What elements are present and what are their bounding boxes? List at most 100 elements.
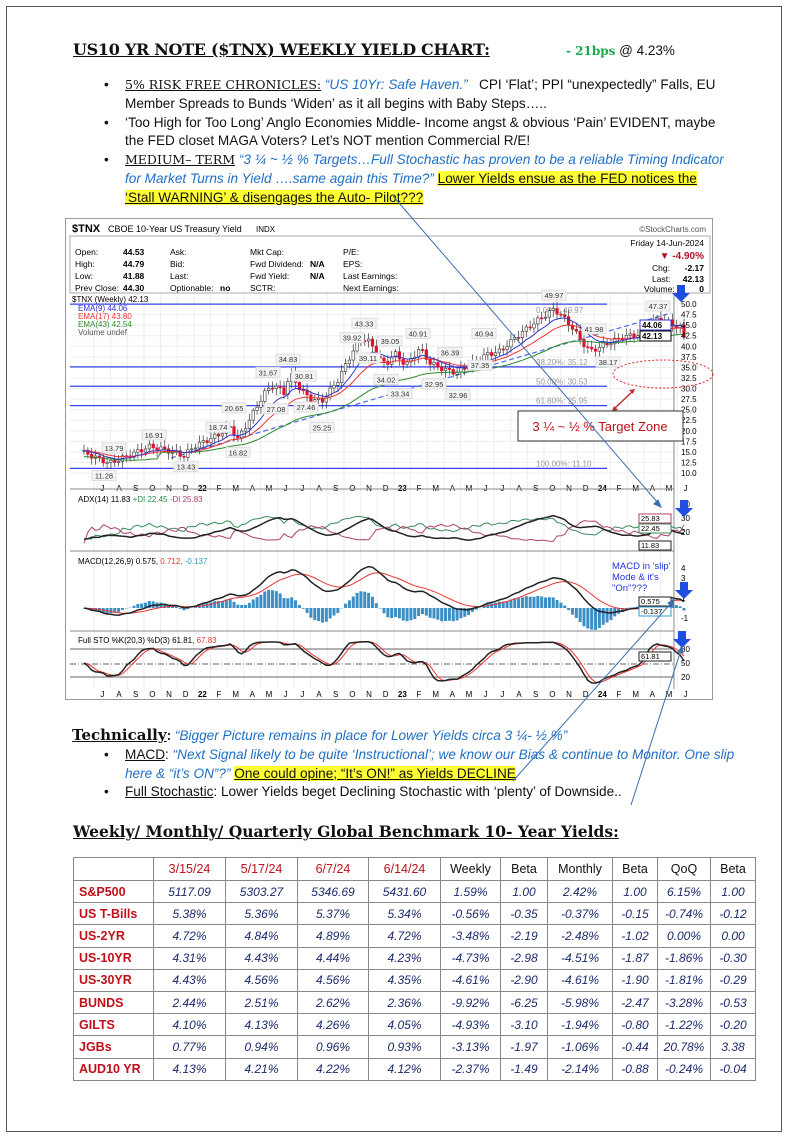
table-cell: 5346.69 bbox=[297, 879, 369, 904]
table-cell: 2.44% bbox=[153, 990, 226, 1015]
macd-tick: 4 bbox=[681, 564, 686, 573]
peak-label: 34.83 bbox=[279, 355, 298, 364]
label-sctr: SCTR: bbox=[250, 283, 276, 293]
peak-label: 16.91 bbox=[145, 431, 164, 440]
price-tags: 44.06 42.13 bbox=[639, 319, 672, 342]
candle bbox=[113, 460, 117, 463]
table-cell: -2.47 bbox=[612, 990, 658, 1015]
candle bbox=[432, 362, 436, 365]
table-cell: -1.86% bbox=[657, 946, 711, 970]
price-tick: 47.5 bbox=[681, 311, 697, 320]
table-cell: 4.72% bbox=[153, 924, 226, 948]
tag-macd: 0.575 bbox=[641, 597, 660, 606]
price-axis: 50.0 47.545.0 42.540.0 37.535.0 32.5 30.027.5… bbox=[681, 300, 697, 478]
bullet-quote: “US 10Yr: Safe Haven.” bbox=[324, 77, 468, 92]
candle bbox=[340, 371, 344, 383]
table-cell: -3.13% bbox=[440, 1035, 501, 1059]
candle bbox=[601, 342, 605, 348]
signal-label: 0.712, bbox=[158, 557, 182, 566]
candle bbox=[490, 352, 494, 356]
table-cell: 3.38 bbox=[710, 1035, 756, 1059]
table-header: 3/15/24 5/17/24 6/7/24 6/14/24 Weekly Beta Mon… bbox=[73, 857, 756, 881]
value-high: 44.79 bbox=[123, 259, 145, 269]
month-label: O bbox=[349, 690, 355, 699]
histogram-bar bbox=[286, 598, 290, 608]
quote-fields: Open: 44.53 High: 44.79 Low: 41.88 Prev Clo… bbox=[75, 238, 704, 294]
table-row: US T-Bills 5.38% 5.36% 5.37% 5.34% -0.56% -0.3… bbox=[73, 902, 756, 926]
price-tick: 50.0 bbox=[681, 300, 697, 309]
table-cell: 4.23% bbox=[368, 946, 441, 970]
candle bbox=[528, 326, 532, 329]
candle bbox=[332, 385, 336, 389]
macd-note-line: "On"??? bbox=[612, 583, 647, 594]
table-cell: 4.26% bbox=[297, 1013, 369, 1037]
table-cell: -0.20 bbox=[710, 1013, 756, 1037]
histogram-bar bbox=[236, 604, 240, 608]
histogram-bar bbox=[313, 608, 317, 621]
histogram-bar bbox=[578, 608, 582, 623]
histogram-bar bbox=[505, 601, 509, 608]
adx-label: ADX(14) 11.83 bbox=[78, 495, 131, 504]
histogram-bar bbox=[497, 601, 501, 608]
technical-section: Technically: “Bigger Picture remains in … bbox=[72, 726, 756, 802]
histogram-bar bbox=[563, 605, 567, 608]
row-label: S&P500 bbox=[73, 879, 154, 904]
month-axis-bottom: J A S O N D 22 F M A M J J A S O N D 23 F M A M J J A S O N D 24 F M A M J bbox=[100, 690, 687, 699]
candle bbox=[147, 443, 151, 450]
histogram-bar bbox=[309, 608, 313, 618]
table-cell: 4.05% bbox=[368, 1013, 441, 1037]
candle bbox=[682, 324, 686, 338]
value-last-price: 42.13 bbox=[683, 274, 705, 284]
table-title-text: Weekly/ Monthly/ Quarterly Global Benchm… bbox=[73, 822, 614, 841]
peak-label: 36.39 bbox=[441, 348, 460, 357]
histogram-bar bbox=[213, 601, 217, 608]
sto-tick: 50 bbox=[681, 659, 690, 668]
histogram-bar bbox=[551, 597, 555, 608]
month-label: J bbox=[484, 690, 488, 699]
label-volume: Volume: bbox=[644, 284, 675, 294]
price-tick: 17.5 bbox=[681, 437, 697, 446]
histogram-bar bbox=[324, 608, 328, 622]
histogram-bar bbox=[186, 608, 190, 610]
histogram-bar bbox=[136, 603, 140, 608]
peak-label: 34.02 bbox=[377, 376, 396, 385]
label-last-price: Last: bbox=[652, 274, 670, 284]
candle bbox=[440, 366, 444, 372]
candle bbox=[209, 438, 213, 443]
down-arrow-icons bbox=[672, 285, 693, 648]
table-cell: -0.88 bbox=[612, 1057, 658, 1081]
macd-legend: MACD(12,26,9) 0.575, 0.712, -0.137 bbox=[78, 557, 208, 566]
month-label: D bbox=[383, 690, 389, 699]
histogram-bar bbox=[263, 591, 267, 608]
table-cell: -1.22% bbox=[657, 1013, 711, 1037]
tag-last: 42.13 bbox=[642, 332, 663, 341]
histogram-bar bbox=[328, 608, 332, 619]
table-cell: 2.51% bbox=[225, 990, 298, 1015]
table-cell: 4.12% bbox=[368, 1057, 441, 1081]
candle bbox=[193, 447, 198, 450]
histogram-bar bbox=[536, 595, 540, 608]
histogram-bar bbox=[605, 608, 609, 623]
tnx-weekly-chart: $TNX CBOE 10-Year US Treasury Yield INDX… bbox=[65, 218, 714, 700]
month-label: J bbox=[100, 690, 104, 699]
histogram-bar bbox=[367, 592, 371, 608]
histogram-bar bbox=[159, 602, 163, 608]
histogram-bar bbox=[267, 589, 271, 608]
candle bbox=[143, 448, 148, 453]
table-cell: -3.10 bbox=[500, 1013, 548, 1037]
column-header: Monthly bbox=[547, 857, 613, 881]
candle bbox=[605, 342, 609, 346]
target-zone-ellipse bbox=[612, 359, 714, 389]
column-header: Beta bbox=[500, 857, 548, 881]
table-cell: 0.00% bbox=[657, 924, 711, 948]
candle bbox=[532, 323, 536, 329]
table-cell: -4.73% bbox=[440, 946, 501, 970]
bullet-label: MEDIUM– TERM bbox=[125, 152, 236, 168]
candle bbox=[420, 349, 425, 351]
hist-label: -0.137 bbox=[183, 557, 208, 566]
candle bbox=[167, 448, 171, 454]
yield-level: @ 4.23% bbox=[615, 43, 675, 58]
macd-note-line: Mode & it's bbox=[612, 572, 659, 583]
histogram-bar bbox=[428, 608, 432, 618]
month-label: J bbox=[284, 690, 288, 699]
